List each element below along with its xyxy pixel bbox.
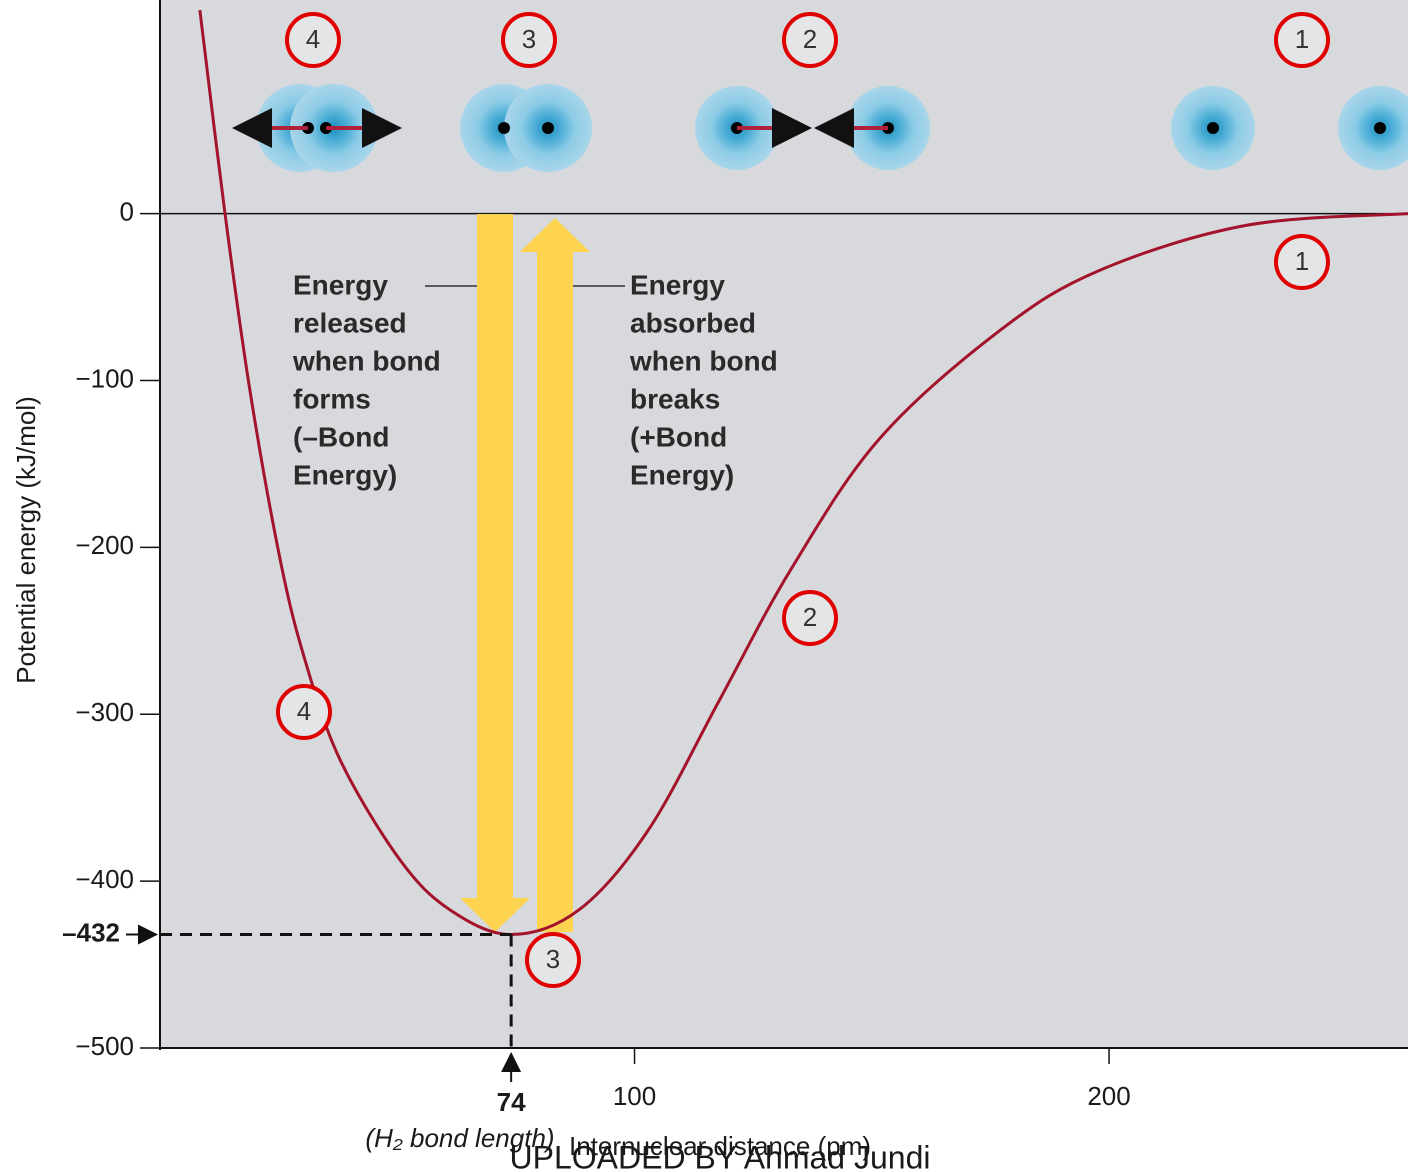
y-tick-label: −300	[75, 697, 134, 727]
annotation: when bond	[292, 345, 441, 376]
annotation: absorbed	[630, 307, 756, 338]
annotation: Energy	[630, 269, 725, 300]
stage-circle	[501, 12, 557, 68]
stage-circle	[782, 12, 838, 68]
annotation: Energy	[293, 269, 388, 300]
stage-circle-bg	[786, 16, 834, 64]
x-axis-label: Internuclear distance (pm)	[569, 1131, 871, 1161]
stage-label: 3	[522, 24, 536, 54]
stage-circle	[285, 12, 341, 68]
stage-label: 1	[1295, 246, 1309, 276]
stage-circle-bg	[280, 688, 328, 736]
min-x-note: (H₂ bond length)	[365, 1123, 554, 1153]
release-arrow	[460, 214, 530, 932]
plot-area	[160, 0, 1408, 1048]
y-tick-label: −500	[75, 1031, 134, 1061]
x-tick-label: 100	[613, 1081, 656, 1111]
atom-cloud	[1338, 86, 1408, 170]
stage-circle	[525, 932, 581, 988]
stage-circle-bg	[1278, 16, 1326, 64]
stage-label: 3	[546, 944, 560, 974]
stage-circle	[1274, 12, 1330, 68]
annotation: (+Bond	[630, 421, 727, 452]
annotation: breaks	[630, 383, 720, 414]
stage-label: 4	[306, 24, 320, 54]
stage-circle-bg	[505, 16, 553, 64]
y-tick-label: 0	[120, 196, 134, 226]
stage-circle	[1274, 234, 1330, 290]
y-tick-label: −400	[75, 864, 134, 894]
annotation: when bond	[629, 345, 778, 376]
stage-label: 2	[803, 602, 817, 632]
y-tick-label: −200	[75, 530, 134, 560]
stage-label: 1	[1295, 24, 1309, 54]
energy-curve	[198, 9, 1408, 937]
absorb-arrow	[520, 218, 590, 932]
annotation: Energy)	[630, 459, 734, 490]
min-x-label: 74	[497, 1087, 526, 1117]
stage-circle	[782, 590, 838, 646]
stage-circle-bg	[1278, 238, 1326, 286]
stage-circle-bg	[529, 936, 577, 984]
annotation: (–Bond	[293, 421, 389, 452]
nucleus	[1374, 122, 1386, 134]
stage-label: 2	[803, 24, 817, 54]
x-tick-label: 200	[1087, 1081, 1130, 1111]
annotation: Energy)	[293, 459, 397, 490]
stage-label: 4	[297, 696, 311, 726]
stage-circle-bg	[786, 594, 834, 642]
nucleus	[542, 122, 554, 134]
nucleus	[498, 122, 510, 134]
y-tick-label: −100	[75, 363, 134, 393]
stage-circle	[276, 684, 332, 740]
annotation: forms	[293, 383, 371, 414]
watermark: UPLOADED BY Ahmad Jundi	[510, 1139, 931, 1172]
stage-circle-bg	[289, 16, 337, 64]
nucleus	[1207, 122, 1219, 134]
y-axis-label: Potential energy (kJ/mol)	[11, 396, 41, 684]
min-y-label: –432	[62, 917, 120, 947]
annotation: released	[293, 307, 407, 338]
